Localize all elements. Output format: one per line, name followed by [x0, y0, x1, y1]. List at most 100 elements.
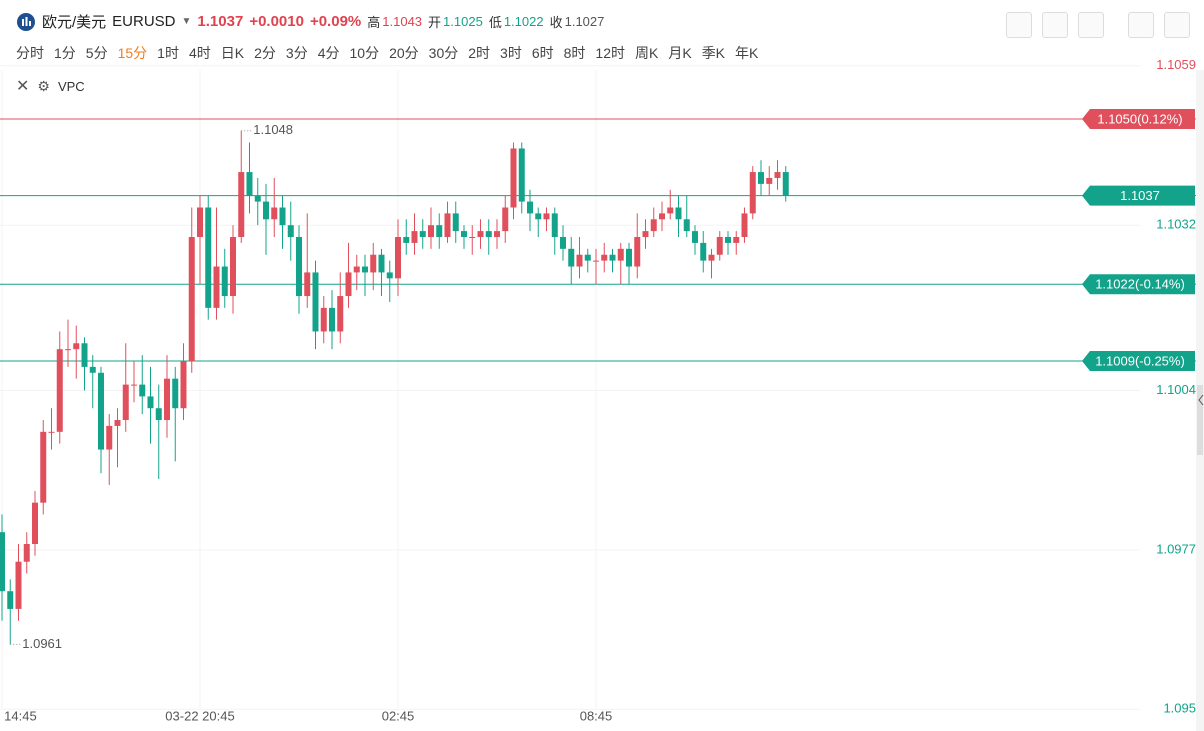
candle-body — [23, 543, 30, 562]
candle-body — [7, 591, 14, 609]
open-value: 1.1025 — [443, 14, 483, 29]
indicator-bar: ✕ ⚙ VPC — [16, 76, 85, 96]
period-tab[interactable]: 1分 — [54, 45, 76, 61]
period-tab[interactable]: 12时 — [595, 45, 625, 61]
close-button[interactable] — [1164, 12, 1190, 38]
period-tab[interactable]: 2时 — [468, 45, 491, 61]
price-tag — [1082, 185, 1195, 206]
candle-body — [535, 213, 542, 220]
period-tab[interactable]: 5分 — [85, 45, 108, 61]
candle-body — [477, 231, 484, 238]
candle-body — [700, 242, 707, 261]
candle-body — [716, 237, 723, 255]
period-tab[interactable]: 分时 — [16, 45, 44, 61]
candle-body — [766, 177, 773, 184]
y-tick-label: 1.0977 — [1156, 541, 1196, 556]
candle-body — [733, 237, 740, 243]
candle-body — [238, 172, 245, 238]
candle-body — [48, 431, 55, 433]
period-tab[interactable]: 2分 — [254, 45, 276, 61]
candle-body — [749, 172, 756, 214]
candle-body — [510, 148, 517, 208]
price-tag-label: 1.1037 — [1120, 188, 1160, 203]
period-tab[interactable]: 4分 — [317, 45, 340, 61]
candle-body — [254, 195, 261, 202]
candle-body — [73, 343, 80, 350]
candle-body — [584, 254, 591, 261]
price-tag — [1082, 108, 1195, 129]
close-label: 收 — [549, 15, 563, 30]
candle-body — [81, 343, 88, 367]
candle-body — [164, 378, 170, 421]
candle-body — [312, 272, 319, 332]
candle-body — [172, 378, 179, 409]
low-label: 低 — [488, 15, 502, 30]
candle-body — [708, 254, 715, 261]
period-tab[interactable]: 1时 — [157, 45, 179, 61]
period-tab[interactable]: 8时 — [563, 45, 586, 61]
period-tab[interactable]: 3时 — [500, 45, 522, 61]
price: 1.1037 — [197, 13, 244, 30]
settings-icon[interactable]: ⚙ — [37, 77, 50, 94]
period-tab[interactable]: 10分 — [349, 45, 380, 61]
candle-body — [675, 207, 682, 220]
period-tab[interactable]: 3分 — [285, 45, 308, 61]
open-label: 开 — [428, 15, 442, 30]
candle-body — [617, 248, 624, 261]
candle-body — [593, 260, 599, 262]
period-tab[interactable]: 4时 — [188, 45, 211, 61]
price-tag-label: 1.1022(-0.14%) — [1095, 277, 1185, 292]
change-pct: +0.09% — [309, 13, 362, 30]
period-tab[interactable]: 年K — [735, 45, 759, 61]
candle-body — [692, 231, 698, 243]
period-tab[interactable]: 15分 — [117, 45, 148, 61]
period-tab[interactable]: 周K — [635, 45, 659, 61]
candle-body — [56, 349, 63, 432]
x-tick-label: 03-22 14:45 — [0, 708, 37, 723]
candle-body — [205, 207, 212, 308]
period-tab[interactable]: 季K — [701, 45, 726, 61]
period-tab[interactable]: 日K — [220, 45, 245, 61]
y-tick-label: 1.1059 — [1156, 57, 1196, 72]
candle-body — [271, 207, 278, 220]
candle-body — [337, 296, 344, 332]
candle-body — [139, 384, 146, 397]
draw-tool[interactable] — [1042, 12, 1068, 38]
candle-body — [32, 502, 38, 544]
candle-body — [485, 231, 492, 238]
candle-tool[interactable] — [1078, 12, 1104, 38]
price-tag — [1082, 274, 1195, 295]
toolbar — [1006, 12, 1190, 38]
candle-body — [287, 225, 294, 238]
candle-body — [774, 172, 781, 178]
candle-body — [551, 213, 558, 238]
candle-body — [353, 266, 360, 273]
candle-body — [683, 219, 690, 232]
candle-body — [469, 237, 476, 239]
candle-body — [147, 396, 154, 409]
candle-body — [403, 237, 410, 243]
candle-body — [188, 237, 195, 361]
candle-body — [329, 307, 335, 332]
shrink-button[interactable] — [1128, 12, 1154, 38]
candle-body — [131, 384, 137, 386]
candle-body — [221, 266, 228, 297]
candle-body — [609, 254, 616, 261]
period-tab[interactable]: 30分 — [428, 45, 459, 61]
period-tab[interactable]: 6时 — [531, 45, 554, 61]
candle-body — [40, 431, 47, 503]
line-tool[interactable] — [1006, 12, 1032, 38]
period-tab[interactable]: 20分 — [389, 45, 419, 61]
candle-body — [411, 231, 418, 243]
candle-body — [527, 201, 533, 214]
code[interactable]: EURUSD — [112, 13, 176, 30]
candle-body — [428, 225, 434, 238]
price-tag-label: 1.1050(0.12%) — [1097, 111, 1182, 126]
candle-body — [758, 172, 764, 184]
candle-body — [65, 349, 71, 351]
period-tab[interactable]: 月K — [668, 45, 692, 61]
high-label: 高 — [367, 15, 381, 30]
remove-indicator[interactable]: ✕ — [16, 78, 30, 95]
indicator-name: VPC — [57, 78, 85, 94]
candle-body — [386, 272, 393, 279]
